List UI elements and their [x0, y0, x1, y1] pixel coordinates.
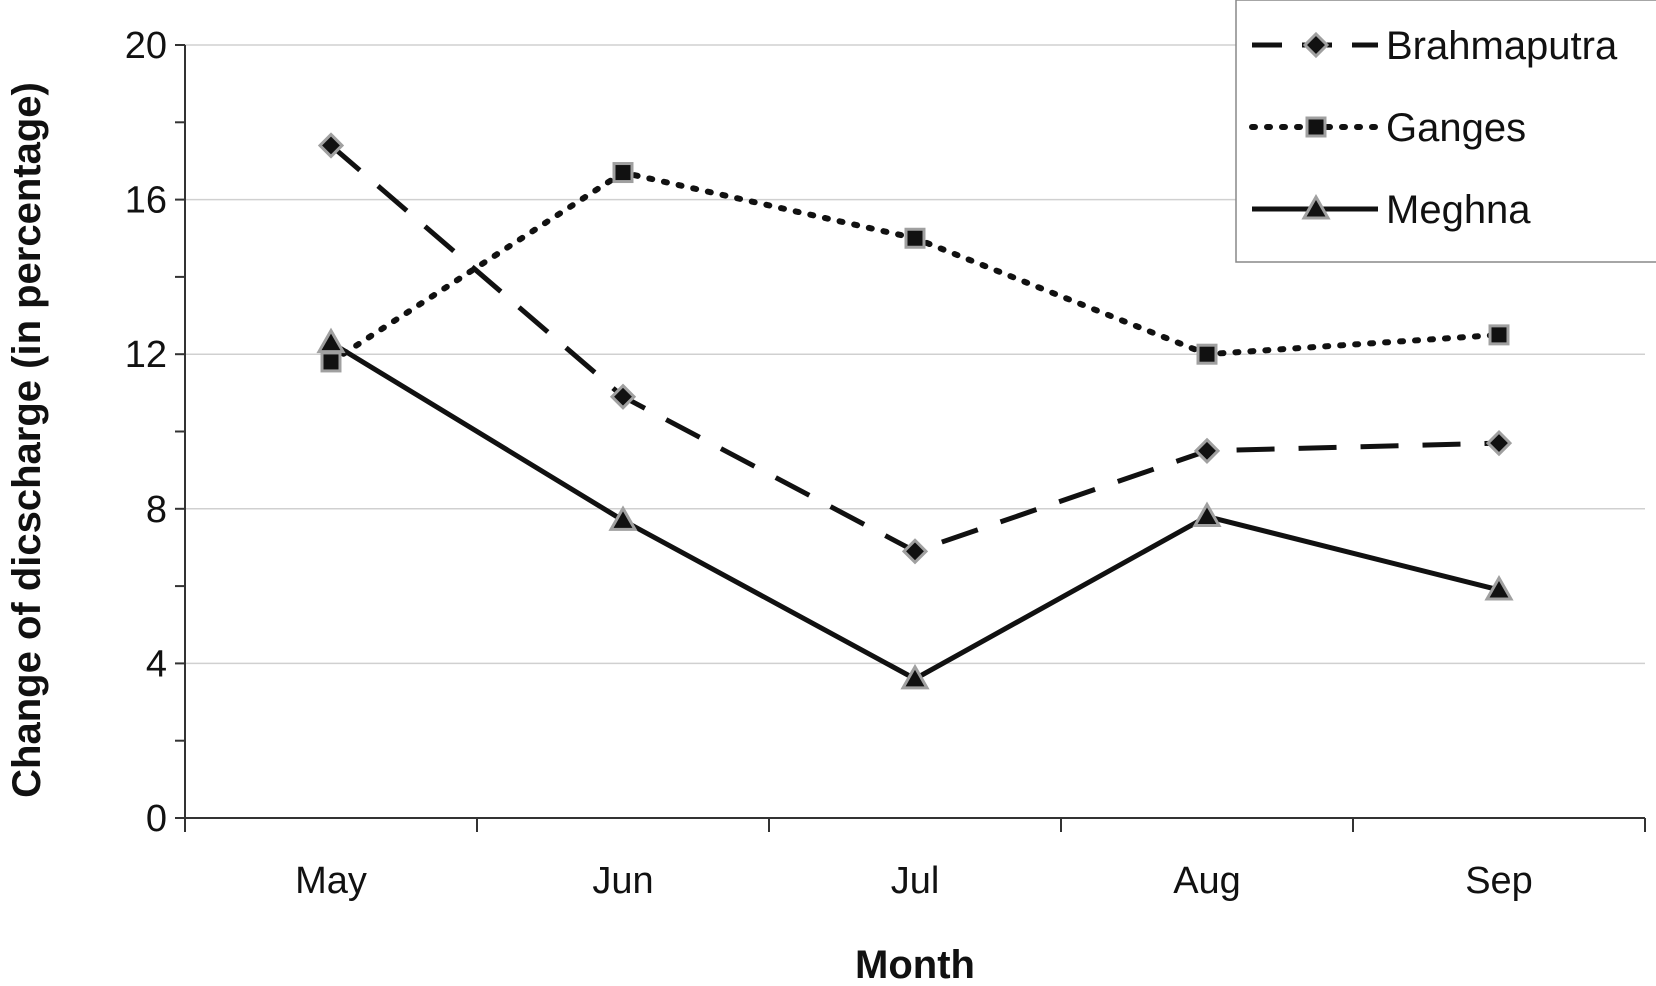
x-tick-label: Aug: [1173, 860, 1241, 902]
data-point-brahmaputra: [317, 132, 345, 159]
data-point-brahmaputra: [1193, 437, 1221, 464]
y-axis-title: Change of dicscharge (in percentage): [5, 82, 49, 798]
legend-swatch-marker: [1301, 193, 1331, 220]
series: [316, 132, 1514, 690]
legend-items: Brahmaputra Ganges Meghna: [1249, 24, 1618, 232]
data-point-ganges: [1488, 324, 1510, 346]
y-ticks: 0 4 8 12 16 20: [125, 25, 185, 840]
legend: Brahmaputra Ganges Meghna: [1235, 0, 1656, 263]
legend-label: Ganges: [1386, 106, 1526, 150]
series-line-meghna: [329, 340, 1500, 682]
data-point-ganges: [904, 227, 926, 249]
y-tick-label: 8: [146, 489, 167, 531]
data-point-ganges: [1196, 343, 1218, 365]
data-point-meghna: [608, 505, 638, 531]
x-tick-label: Sep: [1465, 860, 1533, 902]
data-point-brahmaputra: [609, 383, 637, 410]
data-point-meghna: [316, 327, 346, 354]
x-tick-label: Jun: [592, 860, 653, 902]
data-point-ganges: [612, 162, 634, 184]
legend-label: Meghna: [1386, 188, 1531, 232]
legend-swatch-marker: [1305, 116, 1327, 138]
y-tick-label: 0: [146, 798, 167, 840]
y-tick-label: 4: [146, 643, 167, 685]
y-tick-label: 12: [125, 334, 167, 376]
x-axis-title: Month: [855, 943, 975, 986]
y-tick-label: 20: [125, 25, 167, 67]
legend-label: Brahmaputra: [1386, 24, 1618, 68]
data-point-meghna: [1192, 501, 1222, 528]
legend-item-brahmaputra: Brahmaputra: [1252, 24, 1618, 68]
x-tick-label: May: [295, 860, 367, 902]
data-point-meghna: [900, 663, 930, 690]
data-point-brahmaputra: [901, 538, 929, 565]
y-tick-label: 16: [125, 180, 167, 222]
data-point-brahmaputra: [1485, 429, 1513, 457]
x-tick-label: Jul: [891, 860, 940, 902]
data-point-ganges: [320, 351, 342, 373]
legend-item-meghna: Meghna: [1252, 188, 1531, 232]
data-point-meghna: [1484, 574, 1514, 601]
legend-swatch-marker: [1302, 31, 1330, 59]
legend-item-ganges: Ganges: [1249, 106, 1526, 150]
x-ticks: May Jun Jul Aug Sep: [184, 818, 1646, 902]
